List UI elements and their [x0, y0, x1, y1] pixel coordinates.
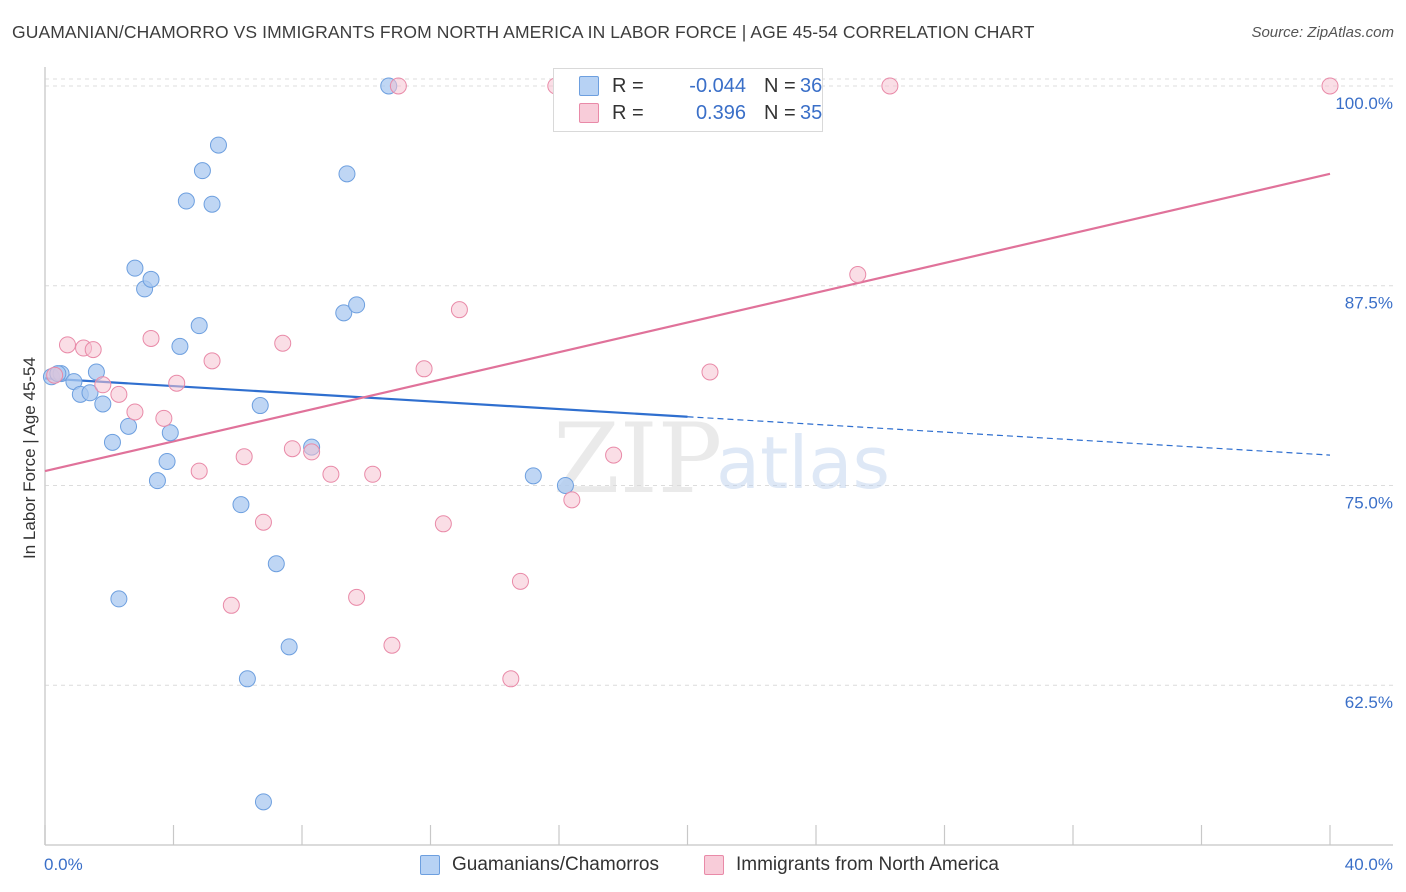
- correlation-legend: R = -0.044 N = 36 R = 0.396 N = 35: [553, 68, 823, 132]
- guamanian-point: [171, 337, 189, 355]
- immigrant-point: [383, 636, 401, 654]
- legend-swatch-blue: [579, 76, 599, 96]
- guamanian-point: [161, 424, 179, 442]
- legend-r-label: R =: [612, 101, 644, 124]
- data-points: [42, 77, 1339, 811]
- immigrant-point: [563, 491, 581, 509]
- immigrant-point: [58, 336, 76, 354]
- immigrant-point: [605, 446, 623, 464]
- guamanian-point: [190, 317, 208, 335]
- guamanian-point: [254, 793, 272, 811]
- grid-lines: [45, 78, 1393, 686]
- guamanian-point: [126, 259, 144, 277]
- guamanian-point: [94, 395, 112, 413]
- guamanian-point: [280, 638, 298, 656]
- y-tick-label: 100.0%: [1335, 94, 1393, 113]
- legend-r-label: R =: [612, 74, 644, 97]
- immigrant-point: [190, 462, 208, 480]
- legend-r-value: 0.396: [695, 101, 746, 124]
- guamanian-point: [338, 165, 356, 183]
- legend-swatch-pink: [579, 103, 599, 123]
- guamanian-point: [335, 304, 353, 322]
- guamanian-point: [232, 496, 250, 514]
- immigrant-point: [203, 352, 221, 370]
- guamanian-point: [251, 397, 269, 415]
- watermark: ZIP atlas: [553, 403, 890, 515]
- immigrant-point: [235, 448, 253, 466]
- guamanian-point: [203, 195, 221, 213]
- guamanian-point: [267, 555, 285, 573]
- chart-title: GUAMANIAN/CHAMORRO VS IMMIGRANTS FROM NO…: [12, 22, 1035, 42]
- source-label: Source: ZipAtlas.com: [1251, 24, 1394, 41]
- x-tick-label: 0.0%: [44, 855, 83, 874]
- legend-n-label: N =: [764, 101, 796, 124]
- guamanian-point: [193, 162, 211, 180]
- bottom-legend-label: Guamanians/Chamorros: [452, 854, 659, 875]
- immigrant-point: [84, 341, 102, 359]
- immigrant-point: [511, 572, 529, 590]
- immigrant-point: [415, 360, 433, 378]
- immigrant-point: [502, 670, 520, 688]
- bottom-legend-swatch-pink: [704, 855, 724, 875]
- guamanian-point: [142, 270, 160, 288]
- bottom-legend-guamanian: Guamanians/Chamorros: [420, 852, 659, 878]
- immigrant-point: [254, 513, 272, 531]
- immigrant-point: [94, 376, 112, 394]
- immigrant-point: [322, 465, 340, 483]
- legend-n-value: 35: [800, 101, 823, 124]
- tick-labels: 62.5% 75.0% 87.5% 100.0% 0.0% 40.0%: [44, 94, 1393, 874]
- immigrant-point: [450, 301, 468, 319]
- guamanian-point: [209, 136, 227, 154]
- guamanian-point: [556, 476, 574, 494]
- legend-n-label: N =: [764, 74, 796, 97]
- watermark-atlas: atlas: [716, 421, 890, 505]
- guamanian-point: [177, 192, 195, 210]
- legend-r-value: -0.044: [689, 74, 746, 97]
- immigrant-point: [46, 366, 64, 384]
- immigrant-point: [222, 596, 240, 614]
- immigrant-point: [168, 374, 186, 392]
- immigrant-point: [849, 266, 867, 284]
- axes: [44, 67, 1393, 846]
- immigrant-trend-line: [44, 172, 1331, 473]
- bottom-legend-swatch-blue: [420, 855, 440, 875]
- guamanian-point: [524, 467, 542, 485]
- immigrant-point: [155, 409, 173, 427]
- guamanian-point: [81, 384, 99, 402]
- bottom-legend-immigrants: Immigrants from North America: [704, 852, 999, 878]
- immigrant-point: [701, 363, 719, 381]
- guamanian-point: [348, 296, 366, 314]
- immigrant-point: [274, 334, 292, 352]
- x-tick-label: 40.0%: [1345, 855, 1393, 874]
- immigrant-point: [364, 465, 382, 483]
- immigrant-point: [142, 329, 160, 347]
- y-axis-label: In Labor Force | Age 45-54: [20, 357, 39, 559]
- immigrant-point: [126, 403, 144, 421]
- immigrant-point: [110, 385, 128, 403]
- y-tick-label: 75.0%: [1345, 493, 1393, 512]
- guamanian-trend-extension: [687, 416, 1331, 456]
- bottom-legend-label: Immigrants from North America: [736, 854, 999, 875]
- immigrant-point: [283, 440, 301, 458]
- immigrant-point: [348, 588, 366, 606]
- guamanian-point: [148, 472, 166, 490]
- legend-n-value: 36: [800, 74, 823, 97]
- immigrant-point: [389, 77, 407, 95]
- watermark-zip: ZIP: [553, 403, 722, 515]
- guamanian-point: [110, 590, 128, 608]
- trend-lines: [44, 172, 1331, 473]
- guamanian-point: [120, 417, 138, 435]
- y-tick-label: 87.5%: [1345, 294, 1393, 313]
- guamanian-point: [238, 670, 256, 688]
- immigrant-point: [881, 77, 899, 95]
- y-tick-label: 62.5%: [1345, 693, 1393, 712]
- guamanian-point: [103, 433, 121, 451]
- immigrant-point: [1321, 77, 1339, 95]
- immigrant-point: [434, 515, 452, 533]
- immigrant-point: [303, 443, 321, 461]
- guamanian-point: [158, 452, 176, 470]
